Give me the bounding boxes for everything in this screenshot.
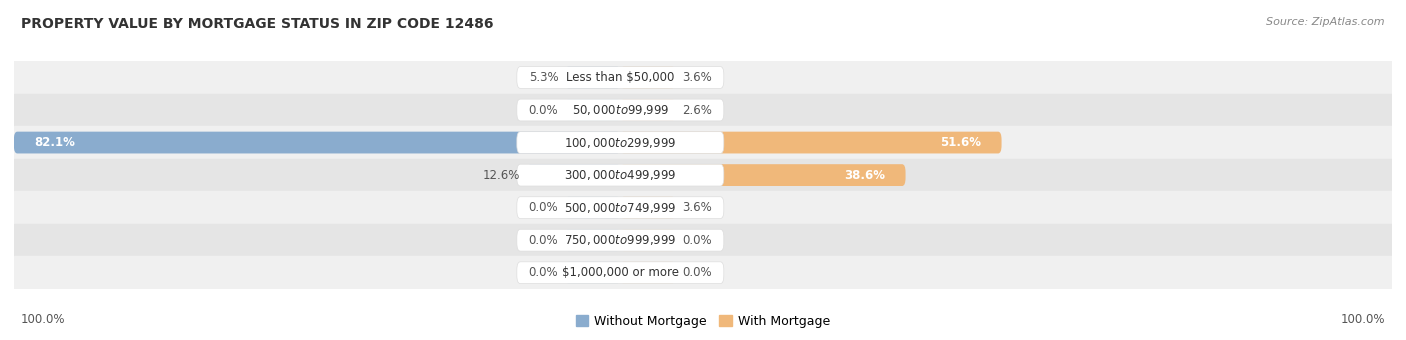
FancyBboxPatch shape xyxy=(565,99,620,121)
Text: PROPERTY VALUE BY MORTGAGE STATUS IN ZIP CODE 12486: PROPERTY VALUE BY MORTGAGE STATUS IN ZIP… xyxy=(21,17,494,31)
Bar xyxy=(14,126,1392,159)
Text: 0.0%: 0.0% xyxy=(682,234,711,247)
Text: $50,000 to $99,999: $50,000 to $99,999 xyxy=(572,103,669,117)
Text: $500,000 to $749,999: $500,000 to $749,999 xyxy=(564,201,676,215)
FancyBboxPatch shape xyxy=(565,197,620,219)
FancyBboxPatch shape xyxy=(517,229,724,251)
FancyBboxPatch shape xyxy=(517,164,724,186)
Text: 0.0%: 0.0% xyxy=(529,103,558,117)
FancyBboxPatch shape xyxy=(620,164,905,186)
Text: 0.0%: 0.0% xyxy=(529,201,558,214)
Text: 0.0%: 0.0% xyxy=(529,234,558,247)
Text: 0.0%: 0.0% xyxy=(529,266,558,279)
Bar xyxy=(14,61,1392,94)
FancyBboxPatch shape xyxy=(517,67,724,88)
Text: $300,000 to $499,999: $300,000 to $499,999 xyxy=(564,168,676,182)
Text: Less than $50,000: Less than $50,000 xyxy=(567,71,675,84)
Text: 38.6%: 38.6% xyxy=(844,169,884,182)
Text: $100,000 to $299,999: $100,000 to $299,999 xyxy=(564,136,676,150)
FancyBboxPatch shape xyxy=(620,262,675,284)
FancyBboxPatch shape xyxy=(14,132,620,153)
Text: 2.6%: 2.6% xyxy=(682,103,713,117)
FancyBboxPatch shape xyxy=(620,67,675,88)
Text: Source: ZipAtlas.com: Source: ZipAtlas.com xyxy=(1267,17,1385,27)
Text: 5.3%: 5.3% xyxy=(529,71,558,84)
FancyBboxPatch shape xyxy=(517,99,724,121)
Bar xyxy=(14,256,1392,289)
FancyBboxPatch shape xyxy=(620,132,1001,153)
Text: 3.6%: 3.6% xyxy=(682,201,711,214)
FancyBboxPatch shape xyxy=(565,262,620,284)
Text: 3.6%: 3.6% xyxy=(682,71,711,84)
FancyBboxPatch shape xyxy=(527,164,620,186)
Text: 82.1%: 82.1% xyxy=(35,136,76,149)
Bar xyxy=(14,159,1392,191)
Legend: Without Mortgage, With Mortgage: Without Mortgage, With Mortgage xyxy=(571,310,835,333)
Text: $750,000 to $999,999: $750,000 to $999,999 xyxy=(564,233,676,247)
FancyBboxPatch shape xyxy=(565,229,620,251)
FancyBboxPatch shape xyxy=(517,262,724,284)
Text: 100.0%: 100.0% xyxy=(21,313,66,326)
FancyBboxPatch shape xyxy=(620,229,675,251)
Text: 100.0%: 100.0% xyxy=(1340,313,1385,326)
Bar xyxy=(14,94,1392,126)
FancyBboxPatch shape xyxy=(620,197,675,219)
Text: 0.0%: 0.0% xyxy=(682,266,711,279)
Text: 51.6%: 51.6% xyxy=(939,136,981,149)
Text: 12.6%: 12.6% xyxy=(484,169,520,182)
Text: $1,000,000 or more: $1,000,000 or more xyxy=(562,266,679,279)
Bar xyxy=(14,191,1392,224)
FancyBboxPatch shape xyxy=(620,99,675,121)
FancyBboxPatch shape xyxy=(517,197,724,219)
Bar xyxy=(14,224,1392,256)
FancyBboxPatch shape xyxy=(517,132,724,153)
FancyBboxPatch shape xyxy=(565,67,620,88)
